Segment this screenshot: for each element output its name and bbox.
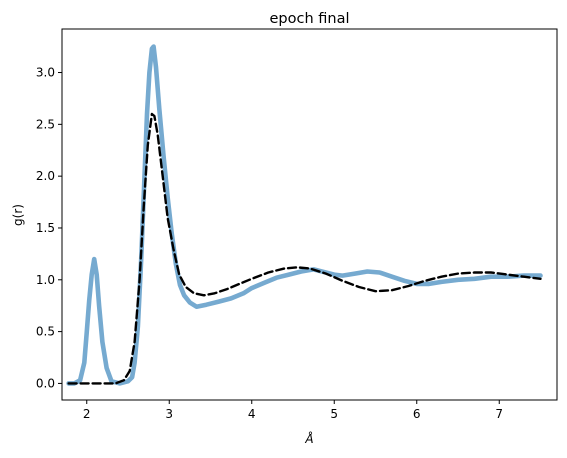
series-line-predicted-solid (66, 44, 543, 386)
x-tick-label: 2 (83, 407, 91, 421)
y-tick-label: 1.5 (36, 221, 55, 235)
x-tick-label: 6 (413, 407, 421, 421)
series-line-reference-dashed (67, 112, 542, 385)
chart-title: epoch final (269, 11, 349, 27)
y-tick-label: 2.5 (36, 117, 55, 131)
y-tick-label: 1.0 (36, 273, 55, 287)
y-axis-label: g(r) (11, 204, 25, 226)
y-axis: 0.0 0.5 1.0 1.5 2.0 2.5 3.0 (36, 66, 62, 390)
x-axis-label: Å (304, 431, 313, 446)
y-tick-label: 0.0 (36, 376, 55, 390)
y-tick-label: 0.5 (36, 325, 55, 339)
axes-frame (61, 28, 558, 401)
y-tick-label: 2.0 (36, 169, 55, 183)
x-tick-label: 4 (248, 407, 256, 421)
y-tick-label: 3.0 (36, 66, 55, 80)
plot-area (66, 44, 543, 386)
x-tick-label: 7 (495, 407, 503, 421)
x-tick-label: 3 (165, 407, 173, 421)
x-axis: 2 3 4 5 6 7 (83, 400, 503, 421)
x-tick-label: 5 (330, 407, 338, 421)
